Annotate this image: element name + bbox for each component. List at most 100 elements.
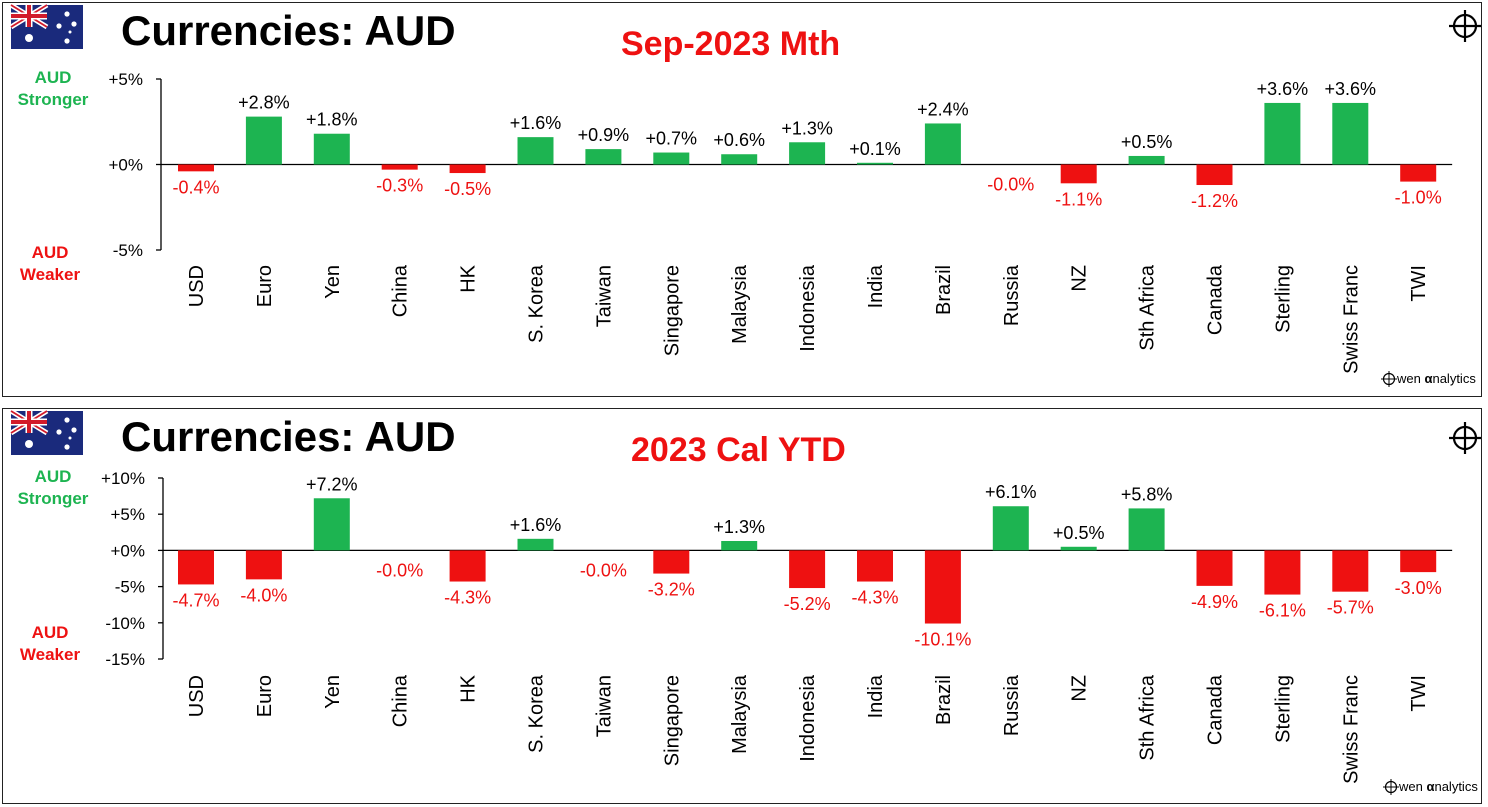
data-label: -0.0% (376, 560, 423, 580)
data-label: -0.4% (172, 177, 219, 197)
category-label: Sterling (1272, 265, 1294, 333)
weaker-label: AUD (32, 623, 69, 642)
bar (313, 133, 350, 165)
brand-text-part: wen (1396, 371, 1424, 386)
brand-text-part: wen (1398, 779, 1426, 794)
bar (789, 550, 826, 589)
data-label: -0.0% (987, 175, 1034, 195)
category-label: S. Korea (526, 264, 548, 343)
bar (1128, 155, 1165, 165)
flag-star (25, 440, 33, 448)
data-label: -4.3% (444, 588, 491, 608)
bar (1332, 102, 1369, 165)
bar (1264, 550, 1301, 595)
category-label: NZ (1069, 675, 1091, 702)
data-label: -4.0% (240, 585, 287, 605)
data-label: +2.8% (238, 93, 290, 113)
category-label: Canada (1205, 264, 1227, 335)
data-label: -6.1% (1259, 601, 1306, 621)
data-label: +0.9% (578, 125, 630, 145)
category-label: China (390, 674, 412, 727)
data-label: -0.3% (376, 176, 423, 196)
brand-text-part: nalytics (1432, 371, 1476, 386)
y-tick-label: -5% (115, 578, 145, 597)
australia-flag-icon (9, 3, 83, 49)
chart-title: Currencies: AUD (121, 413, 456, 460)
brand-text: wen αnalytics (1396, 371, 1476, 386)
crosshair-logo-icon (1449, 10, 1481, 42)
data-label: +3.6% (1325, 79, 1377, 99)
category-label: USD (186, 265, 208, 307)
category-label: Euro (254, 675, 276, 717)
bar (449, 164, 486, 174)
category-label: Swiss Franc (1340, 675, 1362, 784)
bar (1060, 546, 1097, 551)
category-label: Taiwan (593, 675, 615, 737)
bar (245, 550, 282, 580)
bar (924, 123, 961, 165)
flag-star (64, 38, 70, 44)
category-label: Sth Africa (1137, 264, 1159, 350)
bar (1196, 164, 1233, 186)
category-label: Russia (1001, 674, 1023, 736)
data-label: -1.1% (1055, 189, 1102, 209)
brand-alpha: α (1426, 779, 1434, 794)
data-label: +6.1% (985, 482, 1037, 502)
data-label: -0.5% (444, 179, 491, 199)
flag-star (56, 23, 62, 29)
flag-star (64, 444, 70, 450)
data-label: -4.9% (1191, 592, 1238, 612)
category-label: Russia (1001, 264, 1023, 326)
data-label: +1.8% (306, 110, 358, 130)
data-label: +0.1% (849, 139, 901, 159)
category-label: Brazil (933, 265, 955, 315)
bar (381, 164, 418, 170)
y-tick-label: +5% (109, 70, 144, 89)
category-label: Sth Africa (1137, 674, 1159, 760)
flag-star (68, 30, 72, 34)
data-label: +1.3% (713, 517, 765, 537)
bar (653, 152, 690, 165)
data-label: +7.2% (306, 474, 358, 494)
category-label: Indonesia (797, 674, 819, 762)
bar (585, 149, 622, 165)
bar (789, 142, 826, 165)
bar (1264, 102, 1301, 165)
category-label: Swiss Franc (1340, 265, 1362, 374)
category-label: Yen (322, 675, 344, 709)
y-tick-label: -15% (105, 650, 145, 669)
data-label: -1.0% (1395, 188, 1442, 208)
data-label: +0.5% (1053, 523, 1105, 543)
category-label: Malaysia (729, 264, 751, 344)
chart-title: Currencies: AUD (121, 7, 456, 54)
crosshair-logo-icon (1449, 422, 1481, 454)
category-label: Brazil (933, 675, 955, 725)
bar (178, 164, 214, 172)
bar (517, 538, 554, 551)
flag-star (68, 436, 72, 440)
category-label: HK (458, 264, 480, 292)
bar (1128, 508, 1165, 551)
data-label: +2.4% (917, 99, 969, 119)
data-label: +3.6% (1257, 79, 1309, 99)
chart-panel-month: Currencies: AUD Sep-2023 Mth AUD Stronger AU… (2, 2, 1482, 397)
data-label: +0.6% (713, 130, 765, 150)
bar (313, 498, 350, 551)
data-label: -4.3% (851, 588, 898, 608)
bar (178, 550, 214, 585)
weaker-label: AUD (32, 243, 69, 262)
y-tick-label: -10% (105, 614, 145, 633)
stronger-label: Stronger (18, 489, 89, 508)
chart-subtitle: 2023 Cal YTD (631, 431, 846, 469)
bar (721, 540, 758, 551)
flag-cross-red (11, 5, 47, 27)
bar (449, 550, 486, 582)
category-label: India (865, 674, 887, 718)
bar (245, 116, 282, 165)
weaker-label: Weaker (20, 265, 81, 284)
flag-star (25, 34, 33, 42)
bar (992, 506, 1029, 551)
data-label: -5.2% (784, 594, 831, 614)
data-label: -5.7% (1327, 598, 1374, 618)
bar (1400, 164, 1437, 182)
